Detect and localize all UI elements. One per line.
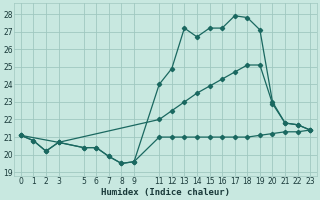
X-axis label: Humidex (Indice chaleur): Humidex (Indice chaleur) bbox=[101, 188, 230, 197]
